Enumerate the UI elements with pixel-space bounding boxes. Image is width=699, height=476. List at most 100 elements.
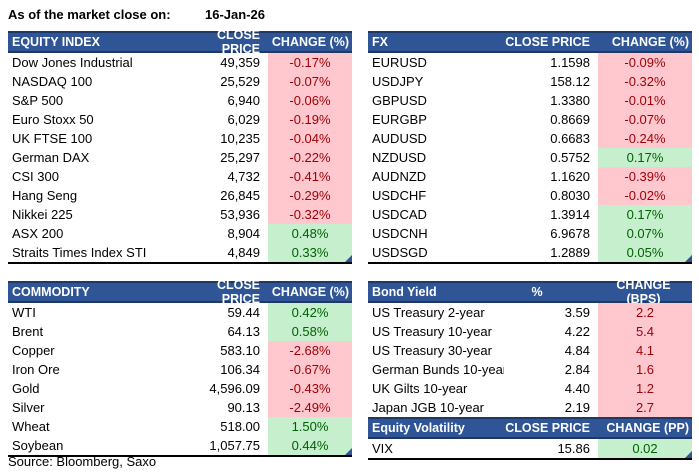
table-row: ASX 200 8,904 0.48% — [8, 224, 352, 243]
table-row: EURUSD 1.1598 -0.09% — [368, 53, 692, 72]
change-value: 1.50% — [268, 417, 352, 436]
change-value: 2.2 — [598, 303, 692, 322]
close-price-value: 4,849 — [227, 245, 260, 260]
as-of-date: 16-Jan-26 — [205, 7, 265, 22]
instrument-name: S&P 500 — [12, 93, 64, 108]
instrument-name: ASX 200 — [12, 226, 64, 241]
close-price-value: 158.12 — [550, 74, 590, 89]
change-value: -0.06% — [268, 91, 352, 110]
instrument-name: USDSGD — [372, 245, 428, 260]
table-row: AUDUSD 0.6683 -0.24% — [368, 129, 692, 148]
close-price-value: 6,029 — [227, 112, 260, 127]
close-price-value: 15.86 — [557, 441, 590, 456]
table-header-row: Equity Volatility CLOSE PRICE CHANGE (PP) — [368, 417, 692, 439]
table-row: Hang Seng 26,845 -0.29% — [8, 186, 352, 205]
table-row: Nikkei 225 53,936 -0.32% — [8, 205, 352, 224]
close-price-header: % — [531, 285, 543, 299]
instrument-name: USDJPY — [372, 74, 424, 89]
change-value: 0.05% — [598, 243, 692, 262]
instrument-name: EURUSD — [372, 55, 427, 70]
close-price-value: 2.19 — [564, 400, 590, 415]
instrument-name: NZDUSD — [372, 150, 427, 165]
change-value: 4.1 — [598, 341, 692, 360]
instrument-name: German Bunds 10-year — [372, 362, 504, 377]
instrument-name: AUDUSD — [372, 131, 427, 146]
change-value: 1.6 — [598, 360, 692, 379]
instrument-name: UK FTSE 100 — [12, 131, 93, 146]
equity-volatility-table: Equity Volatility CLOSE PRICE CHANGE (PP) V… — [368, 417, 692, 460]
close-price-value: 8,904 — [227, 226, 260, 241]
instrument-name: USDCHF — [372, 188, 427, 203]
bond-yield-table: Bond Yield% CHANGE (BPS) US Treasury 2-yea… — [368, 278, 692, 417]
change-header: CHANGE (PP) — [606, 421, 689, 435]
close-price-value: 64.13 — [227, 324, 260, 339]
change-value: -0.02% — [598, 186, 692, 205]
commodity-table: COMMODITY CLOSE PRICE CHANGE (%) WTI 59.44 0.… — [8, 278, 352, 457]
instrument-name: German DAX — [12, 150, 90, 165]
table-row: AUDNZD 1.1620 -0.39% — [368, 167, 692, 186]
close-price-value: 583.10 — [220, 343, 260, 358]
close-price-value: 0.8669 — [550, 112, 590, 127]
change-value: 0.07% — [598, 224, 692, 243]
change-value: -0.41% — [268, 167, 352, 186]
cell-corner-marker — [345, 448, 352, 455]
instrument-name: VIX — [372, 441, 393, 456]
close-price-value: 90.13 — [227, 400, 260, 415]
change-value: -0.07% — [268, 72, 352, 91]
change-value: 0.44% — [268, 436, 352, 455]
close-price-value: 0.5752 — [550, 150, 590, 165]
cell-corner-marker — [685, 255, 692, 262]
cell-corner-marker — [685, 451, 692, 458]
table-row: Brent 64.13 0.58% — [8, 322, 352, 341]
close-price-value: 6.9678 — [550, 226, 590, 241]
close-price-value: 0.8030 — [550, 188, 590, 203]
instrument-name: WTI — [12, 305, 36, 320]
table-title: COMMODITY — [12, 285, 90, 299]
change-value: -0.43% — [268, 379, 352, 398]
table-row: Gold 4,596.09 -0.43% — [8, 379, 352, 398]
close-price-value: 2.84 — [564, 362, 590, 377]
close-price-value: 1.3380 — [550, 93, 590, 108]
change-header: CHANGE (%) — [271, 35, 349, 49]
close-price-value: 4.22 — [564, 324, 590, 339]
change-header: CHANGE (%) — [611, 35, 689, 49]
change-value: 0.17% — [598, 148, 692, 167]
close-price-value: 25,297 — [220, 150, 260, 165]
table-header-row: FX CLOSE PRICE CHANGE (%) — [368, 31, 692, 53]
close-price-value: 1.2889 — [550, 245, 590, 260]
change-value: -0.29% — [268, 186, 352, 205]
table-title: FX — [372, 35, 388, 49]
table-row: EURGBP 0.8669 -0.07% — [368, 110, 692, 129]
close-price-value: 518.00 — [220, 419, 260, 434]
table-row: WTI 59.44 0.42% — [8, 303, 352, 322]
close-price-header: CLOSE PRICE — [216, 28, 260, 56]
table-row: Soybean 1,057.75 0.44% — [8, 436, 352, 455]
change-value: -0.19% — [268, 110, 352, 129]
change-value: 5.4 — [598, 322, 692, 341]
table-row: UK Gilts 10-year 4.40 1.2 — [368, 379, 692, 398]
table-row: Iron Ore 106.34 -0.67% — [8, 360, 352, 379]
instrument-name: Euro Stoxx 50 — [12, 112, 94, 127]
as-of-label: As of the market close on: — [8, 7, 171, 22]
close-price-value: 26,845 — [220, 188, 260, 203]
table-row: German DAX 25,297 -0.22% — [8, 148, 352, 167]
close-price-value: 4,596.09 — [209, 381, 260, 396]
instrument-name: Japan JGB 10-year — [372, 400, 485, 415]
change-value: -0.01% — [598, 91, 692, 110]
instrument-name: Hang Seng — [12, 188, 78, 203]
instrument-name: NASDAQ 100 — [12, 74, 93, 89]
instrument-name: CSI 300 — [12, 169, 59, 184]
table-row: GBPUSD 1.3380 -0.01% — [368, 91, 692, 110]
source-note: Source: Bloomberg, Saxo — [8, 454, 157, 469]
table-row: UK FTSE 100 10,235 -0.04% — [8, 129, 352, 148]
instrument-name: Soybean — [12, 438, 64, 453]
table-row: USDSGD 1.2889 0.05% — [368, 243, 692, 262]
fx-table: FX CLOSE PRICE CHANGE (%) EURUSD 1.1598 -0.09… — [368, 31, 692, 264]
instrument-name: Nikkei 225 — [12, 207, 73, 222]
instrument-name: Silver — [12, 400, 45, 415]
instrument-name: Iron Ore — [12, 362, 60, 377]
instrument-name: Copper — [12, 343, 55, 358]
close-price-value: 4.84 — [564, 343, 590, 358]
change-value: -0.39% — [598, 167, 692, 186]
